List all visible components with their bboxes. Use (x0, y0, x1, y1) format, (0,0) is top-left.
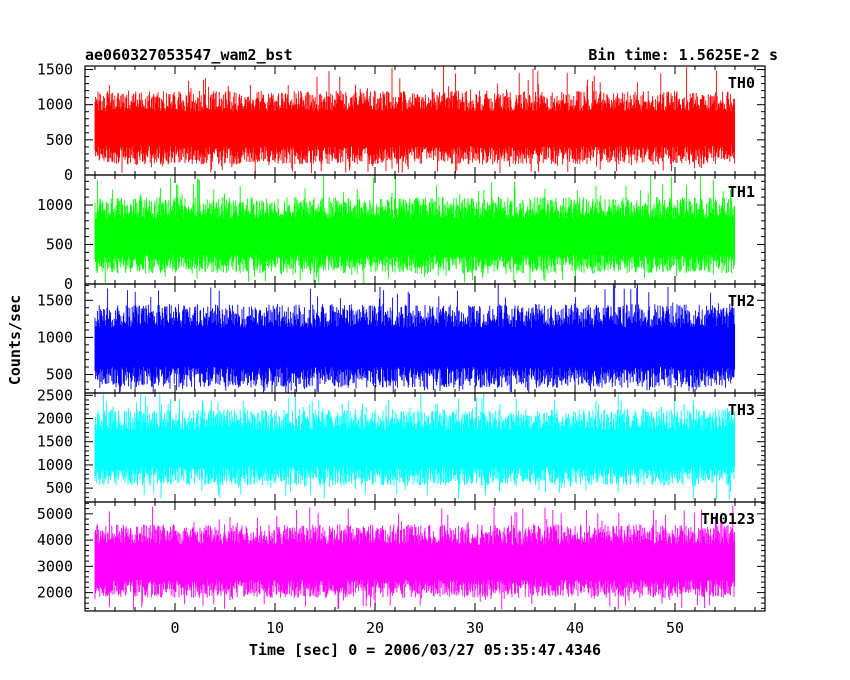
y-tick-label: 0 (64, 166, 73, 184)
series-line-th3 (94, 393, 736, 500)
y-tick-label: 5000 (37, 505, 73, 523)
series-line-th2 (94, 284, 736, 393)
x-tick-label: 0 (170, 619, 179, 637)
series-line-th0123 (94, 506, 736, 610)
panel-th1: TH1 0 500 1000 (37, 174, 766, 293)
panels-group: TH0050010001500TH105001000TH250010001500… (37, 61, 766, 637)
y-tick-label: 1000 (37, 456, 73, 474)
y-tick-label: 500 (46, 236, 73, 254)
x-tick-label: 40 (566, 619, 584, 637)
panel-label: TH0123 (701, 510, 755, 528)
x-tick-label: 10 (266, 619, 284, 637)
y-tick-label: 4000 (37, 531, 73, 549)
series-line-th0 (94, 66, 736, 174)
panel-th2: TH2 500 1000 1500 (37, 283, 766, 394)
y-tick-label: 3000 (37, 557, 73, 575)
y-tick-label: 2000 (37, 584, 73, 602)
y-tick-label: 1500 (37, 291, 73, 309)
panel-th0: TH0 0 500 1000 1500 (37, 61, 766, 184)
y-tick-label: 1000 (37, 96, 73, 114)
chart-title: ae060327053547_wam2_bst (85, 46, 293, 64)
panel-label: TH0 (728, 74, 755, 92)
x-axis-label: Time [sec] 0 = 2006/03/27 05:35:47.4346 (249, 641, 601, 659)
y-tick-label: 0 (64, 275, 73, 293)
y-tick-label: 500 (46, 479, 73, 497)
y-tick-label: 1000 (37, 328, 73, 346)
panel-label: TH2 (728, 292, 755, 310)
y-tick-label: 2000 (37, 410, 73, 428)
y-tick-label: 500 (46, 365, 73, 383)
y-tick-label: 1000 (37, 196, 73, 214)
x-tick-label: 20 (366, 619, 384, 637)
y-axis-label: Counts/sec (6, 295, 24, 385)
panel-th3: TH3 500 1000 1500 2000 2500 (37, 386, 766, 503)
panel-label: TH3 (728, 401, 755, 419)
panel-th0123: TH0123 2000 3000 4000 5000 (37, 501, 766, 612)
panel-label: TH1 (728, 183, 755, 201)
series-line-th1 (94, 175, 736, 284)
y-tick-label: 500 (46, 131, 73, 149)
panel-frame (84, 501, 766, 612)
y-tick-label: 1500 (37, 433, 73, 451)
x-tick-label: 30 (466, 619, 484, 637)
bin-time-label: Bin time: 1.5625E-2 s (588, 46, 778, 64)
y-tick-label: 2500 (37, 386, 73, 404)
y-tick-label: 1500 (37, 61, 73, 79)
x-tick-label: 50 (666, 619, 684, 637)
